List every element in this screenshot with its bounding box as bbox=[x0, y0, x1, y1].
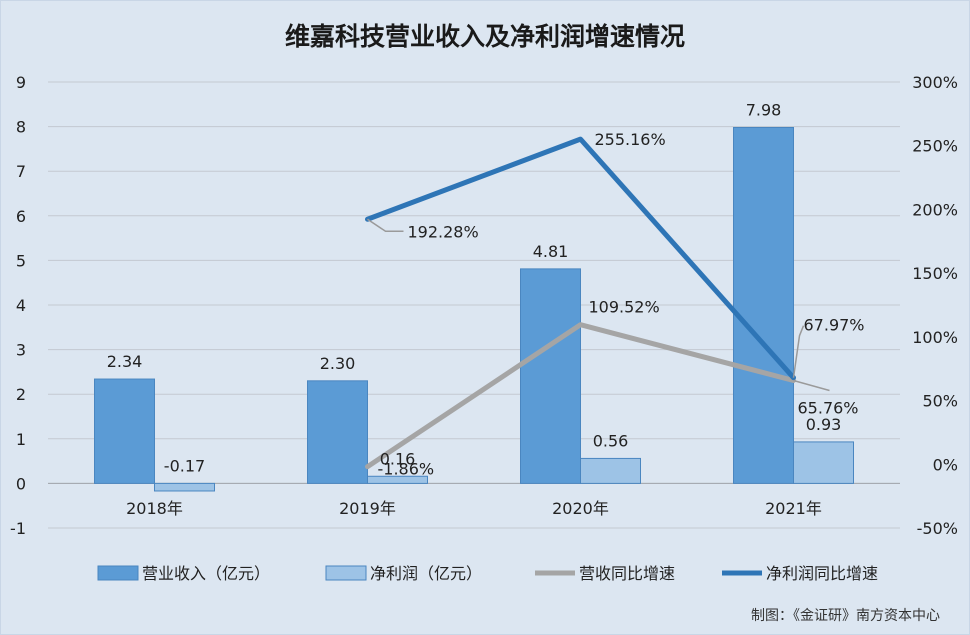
leader-line bbox=[792, 325, 805, 378]
right-axis-tick-label: 300% bbox=[912, 73, 958, 92]
data-labels: 2.34 2.30 4.81 7.98 -0.17 0.16 0.56 0.93 -1.86% 1… bbox=[107, 100, 865, 478]
left-axis-tick-label: 3 bbox=[16, 341, 26, 360]
category-axis: 2018年 2019年 2020年 2021年 bbox=[126, 499, 822, 518]
left-axis-tick-label: 0 bbox=[16, 474, 26, 493]
legend-swatch bbox=[325, 565, 367, 581]
bar-revenue bbox=[307, 380, 368, 484]
line-data-label: 67.97% bbox=[804, 316, 865, 335]
left-axis-tick-label: 5 bbox=[16, 251, 26, 270]
bar-data-label: 0.56 bbox=[593, 431, 629, 450]
right-axis-tick-label: 50% bbox=[922, 392, 958, 411]
leader-line bbox=[367, 218, 404, 233]
bar-revenue bbox=[94, 378, 155, 484]
line-profit-growth bbox=[365, 136, 796, 381]
bar-data-label: 4.81 bbox=[533, 242, 569, 261]
left-axis-tick-label: 9 bbox=[16, 73, 26, 92]
bar-data-label: -0.17 bbox=[164, 456, 205, 475]
bar-data-label: 0.93 bbox=[806, 415, 842, 434]
line-data-label: 255.16% bbox=[595, 130, 666, 149]
legend-label: 净利润（亿元） bbox=[370, 564, 482, 583]
left-axis-tick-label: 8 bbox=[16, 118, 26, 137]
bar-net-profit bbox=[580, 457, 641, 484]
legend-label: 净利润同比增速 bbox=[766, 564, 878, 583]
bar-net-profit bbox=[367, 475, 428, 484]
right-axis-tick-label: 150% bbox=[912, 264, 958, 283]
line-data-label: 65.76% bbox=[798, 398, 859, 417]
left-axis-tick-label: 6 bbox=[16, 207, 26, 226]
category-label: 2021年 bbox=[765, 499, 822, 518]
right-axis-tick-label: 100% bbox=[912, 328, 958, 347]
legend-swatch bbox=[97, 565, 139, 581]
bar-net-profit bbox=[154, 482, 215, 492]
right-axis-tick-label: 200% bbox=[912, 200, 958, 219]
leader-line bbox=[793, 379, 830, 392]
left-axis-tick-label: 2 bbox=[16, 385, 26, 404]
bar-revenue bbox=[733, 126, 794, 484]
chart-title: 维嘉科技营业收入及净利润增速情况 bbox=[285, 22, 685, 51]
category-label: 2020年 bbox=[552, 499, 609, 518]
line-data-label: 192.28% bbox=[408, 222, 479, 241]
left-axis-tick-label: -1 bbox=[10, 519, 26, 538]
bar-data-label: 2.34 bbox=[107, 352, 143, 371]
line-data-label: -1.86% bbox=[378, 460, 435, 479]
category-label: 2018年 bbox=[126, 499, 183, 518]
bar-data-label: 2.30 bbox=[320, 354, 356, 373]
bar-data-label: 7.98 bbox=[746, 100, 782, 119]
legend: 营业收入（亿元） 净利润（亿元） 营收同比增速 净利润同比增速 bbox=[97, 564, 878, 583]
right-axis-tick-label: 0% bbox=[933, 455, 958, 474]
left-axis-tick-label: 7 bbox=[16, 162, 26, 181]
source-note: 制图：《金证研》南方资本中心 bbox=[751, 608, 940, 624]
legend-label: 营收同比增速 bbox=[579, 564, 675, 583]
line-data-label: 109.52% bbox=[589, 298, 660, 317]
category-label: 2019年 bbox=[339, 499, 396, 518]
right-axis-tick-label: 250% bbox=[912, 137, 958, 156]
left-axis-tick-label: 4 bbox=[16, 296, 26, 315]
right-axis-tick-label: -50% bbox=[917, 519, 958, 538]
left-axis: -1 0 1 2 3 4 5 6 7 8 9 bbox=[10, 73, 26, 538]
line-revenue-growth bbox=[365, 322, 796, 470]
bar-series bbox=[94, 126, 854, 492]
bar-data-label: 0.16 bbox=[380, 449, 416, 468]
bar-revenue bbox=[520, 268, 581, 484]
line-series bbox=[365, 136, 796, 470]
right-axis: -50% 0% 50% 100% 150% 200% 250% 300% bbox=[912, 73, 958, 538]
bar-net-profit bbox=[793, 441, 854, 484]
left-axis-tick-label: 1 bbox=[16, 430, 26, 449]
legend-label: 营业收入（亿元） bbox=[142, 564, 270, 583]
